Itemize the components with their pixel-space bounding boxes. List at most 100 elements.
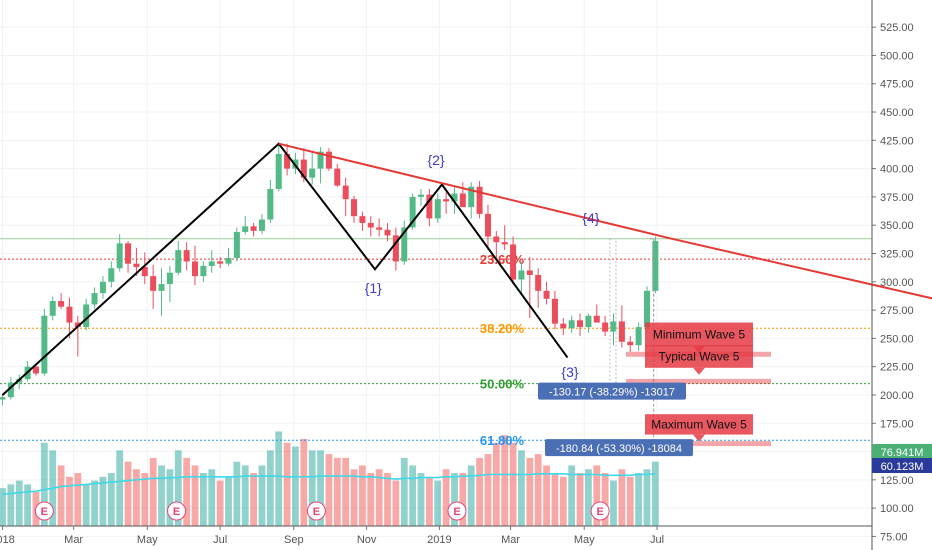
volume-bar [24,484,32,526]
time-tick-label: 2019 [427,534,451,546]
price-tick-label: 425.00 [880,135,914,147]
volume-bar [40,442,48,526]
time-tick-label: Jul [213,534,227,546]
candle-body [635,327,642,346]
time-tick-label: 2018 [0,534,15,546]
volume-bar [459,473,467,526]
candle-body [49,301,56,316]
volume-bar [158,465,165,526]
price-tick-label: 325.00 [880,248,914,260]
volume-bar [174,450,182,526]
wave-label: {1} [365,280,382,296]
volume-bar [15,480,23,526]
fib-label: 61.80% [480,433,525,448]
price-tick-label: 275.00 [880,305,914,317]
volume-bar [492,442,500,526]
volume-bar [66,476,73,526]
candle-body [627,341,634,346]
time-tick-label: Sep [284,534,304,546]
price-tick-label: 100.00 [880,503,914,515]
volume-bar [635,473,643,526]
candle-body [476,186,483,214]
candle-body [585,315,592,328]
volume-bar [593,465,601,526]
volume-bar [116,450,124,526]
price-tick-label: 525.00 [880,22,914,34]
volume-bar [601,473,609,526]
candle-body [309,168,316,178]
target-box-label: Typical Wave 5 [659,349,740,363]
volume-bar [518,450,525,526]
measure-label: -130.17 (-38.29%) -13017 [549,387,675,399]
candle-body [300,159,307,178]
earnings-label: E [41,506,48,518]
volume-bar [350,469,358,526]
volume-bar [133,469,140,526]
candle-body [250,226,257,231]
volume-bar [342,457,350,526]
price-axis: 75.00100.00125.00150.00175.00200.00225.0… [871,0,932,550]
volume-bar [216,480,224,526]
earnings-label: E [596,506,603,518]
candle-body [560,323,567,329]
price-tick-label: 375.00 [880,192,914,204]
volume-bar [308,450,316,526]
candle-body [7,382,14,398]
candle-body [58,301,65,307]
candle-body [317,151,324,169]
measure-badge [538,382,686,400]
volume-bar [559,476,567,526]
volume-bar [99,476,107,526]
volume-bar [107,473,115,526]
volume-bar [643,469,651,526]
earnings-marker [167,501,187,521]
volume-bar [392,480,400,526]
annotations: {1} {2} {3} {4} Minimum Wave 5 Typical Wave 5… [365,152,771,457]
earnings-label: E [453,506,460,518]
volume-bar [233,461,241,526]
candle-body [535,275,542,291]
volume-bar [258,465,266,526]
candle-body [510,244,517,280]
candle-body [418,194,424,197]
price-tick-label: 300.00 [880,277,914,289]
volume-bar [124,461,132,526]
volume-bar [359,465,366,526]
target-box-label: Maximum Wave 5 [651,417,747,431]
volume-bar [333,457,341,526]
resistance-trendline [278,142,932,300]
measure-label: -180.84 (-53.30%) -18084 [556,443,682,455]
candle-body [434,199,441,219]
candle-body [468,186,475,208]
candle-body [501,242,508,245]
volume-bar [400,457,408,526]
volume-bar [434,480,442,526]
time-tick-label: May [137,534,158,546]
volume-bar [618,469,626,526]
candle-body [518,270,525,280]
candle-body [359,216,366,223]
candle-body [258,219,265,231]
volume-bar [7,484,15,526]
candle-body [0,397,6,400]
candle-body [141,267,148,277]
volume-bar [501,435,509,526]
price-tick-label: 475.00 [880,79,914,91]
volume-badge-label: 76.941M [881,447,924,459]
candle-body [242,226,249,232]
candle-body [91,293,98,305]
candle-body [618,321,625,342]
candle-body [150,276,157,291]
candle-body [351,199,358,217]
candle-body [543,290,550,299]
time-tick-label: Mar [64,534,83,546]
time-tick-label: Nov [357,534,377,546]
volume-bar [442,469,450,526]
price-tick-label: 500.00 [880,50,914,62]
volume-bar [610,480,617,526]
volume-bar [191,465,199,526]
volume-bar [74,473,82,526]
volume-bar [292,446,299,526]
